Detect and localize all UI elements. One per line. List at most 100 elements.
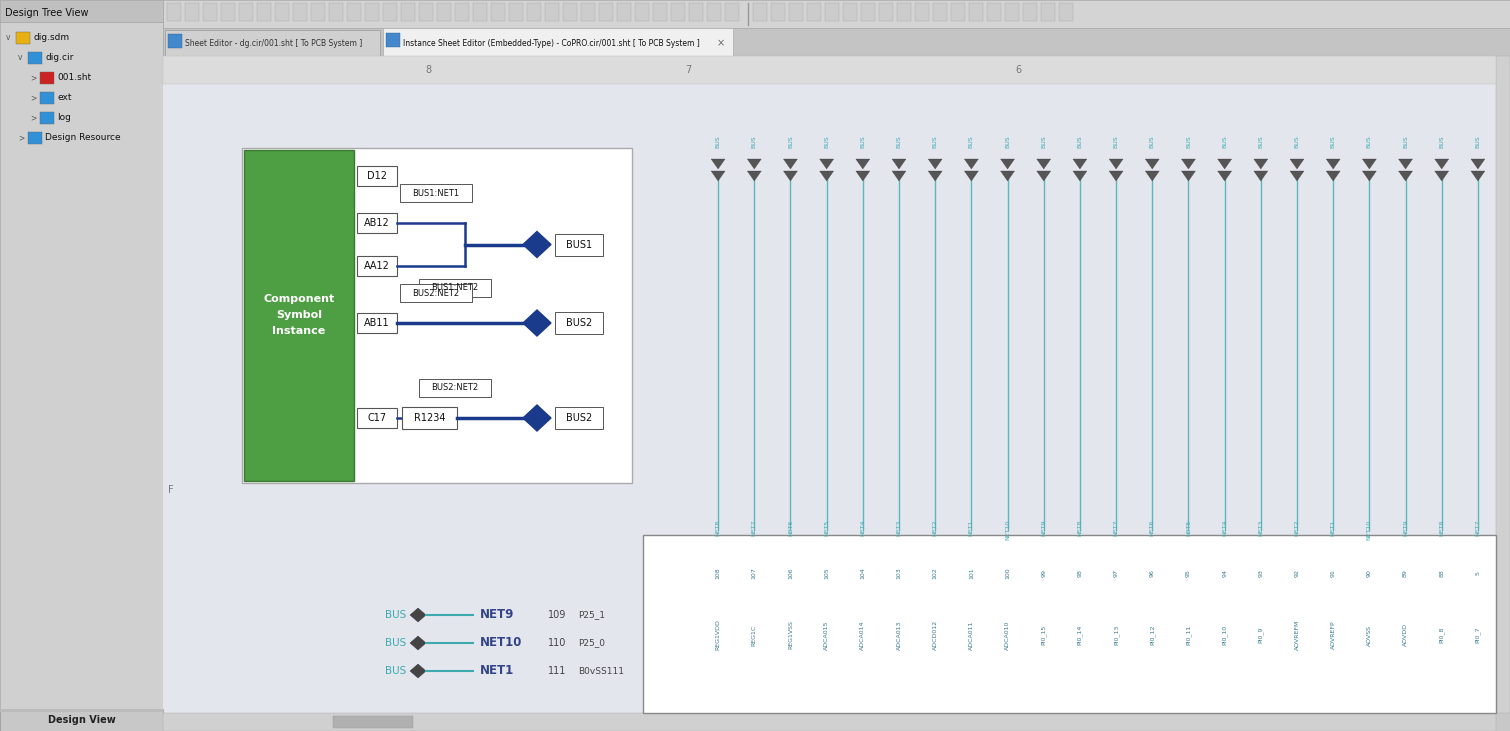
FancyBboxPatch shape [707,3,720,21]
FancyBboxPatch shape [527,3,541,21]
Text: BUS: BUS [385,610,406,620]
Text: 89: 89 [1403,569,1407,577]
Text: dig.sdm: dig.sdm [33,34,69,42]
Text: 94: 94 [1222,569,1228,577]
FancyBboxPatch shape [356,408,397,428]
Text: 7: 7 [686,65,692,75]
Polygon shape [1108,171,1123,181]
Text: >: > [30,113,36,123]
FancyBboxPatch shape [969,3,983,21]
FancyBboxPatch shape [824,3,840,21]
Text: Component: Component [263,295,335,305]
Polygon shape [1326,159,1341,169]
Text: BUS1: BUS1 [566,240,592,249]
Text: 100: 100 [1006,567,1010,579]
Text: 93: 93 [1258,569,1264,577]
FancyBboxPatch shape [356,313,397,333]
Polygon shape [1001,171,1015,181]
FancyBboxPatch shape [933,3,947,21]
Text: NET2: NET2 [1294,520,1300,537]
Polygon shape [1290,171,1305,181]
FancyBboxPatch shape [356,213,397,233]
FancyBboxPatch shape [725,3,738,21]
FancyBboxPatch shape [17,32,30,44]
Text: log: log [57,113,71,123]
Text: NET1: NET1 [1330,520,1336,537]
Text: REG1C: REG1C [752,624,757,645]
Polygon shape [522,405,551,431]
Polygon shape [1471,159,1484,169]
FancyBboxPatch shape [334,716,414,728]
Text: BUS: BUS [1439,136,1444,148]
Polygon shape [1037,159,1051,169]
FancyBboxPatch shape [643,535,1496,713]
Text: 8: 8 [424,65,430,75]
Text: NET1: NET1 [480,664,515,678]
FancyBboxPatch shape [311,3,325,21]
Text: NET10: NET10 [1367,520,1373,540]
Polygon shape [1253,159,1268,169]
Text: P25_0: P25_0 [578,638,606,648]
Text: 98: 98 [1078,569,1083,577]
Text: Design View: Design View [48,715,115,725]
FancyBboxPatch shape [556,407,602,429]
FancyBboxPatch shape [599,3,613,21]
FancyBboxPatch shape [652,3,667,21]
FancyBboxPatch shape [879,3,892,21]
Text: NET3: NET3 [897,520,901,537]
Text: BUS: BUS [385,666,406,676]
FancyBboxPatch shape [0,709,163,712]
Text: Instance Sheet Editor (Embedded-Type) - CoPRO.cir/001.sht [ To PCB System ]: Instance Sheet Editor (Embedded-Type) - … [403,39,699,48]
FancyBboxPatch shape [165,30,381,56]
FancyBboxPatch shape [39,112,54,124]
Text: NET8: NET8 [1439,520,1444,537]
Text: >: > [18,134,24,143]
FancyBboxPatch shape [418,3,433,21]
Polygon shape [1471,171,1484,181]
FancyBboxPatch shape [384,28,732,56]
FancyBboxPatch shape [168,34,183,48]
FancyBboxPatch shape [636,3,649,21]
FancyBboxPatch shape [418,279,491,297]
Text: D12: D12 [367,171,387,181]
Text: BUS2:NET2: BUS2:NET2 [432,384,479,393]
FancyBboxPatch shape [163,713,1496,731]
FancyBboxPatch shape [329,3,343,21]
Text: NET9: NET9 [1042,520,1046,537]
Polygon shape [1290,159,1305,169]
Polygon shape [1326,171,1341,181]
FancyBboxPatch shape [1496,56,1510,713]
Text: BUS: BUS [1403,136,1407,148]
Text: BUS: BUS [716,136,720,148]
FancyBboxPatch shape [220,3,236,21]
Text: NET5: NET5 [824,520,829,537]
Text: AOVREFP: AOVREFP [1330,621,1336,649]
Text: REG1VSS: REG1VSS [788,621,793,649]
Text: Sheet Editor - dg.cir/001.sht [ To PCB System ]: Sheet Editor - dg.cir/001.sht [ To PCB S… [186,39,362,48]
FancyBboxPatch shape [670,3,686,21]
Text: BUS: BUS [1294,136,1300,148]
Text: BUS1:NET1: BUS1:NET1 [412,189,459,197]
Text: REG1VDD: REG1VDD [716,620,720,651]
Polygon shape [965,159,978,169]
Text: NET4: NET4 [1222,520,1228,537]
FancyBboxPatch shape [163,56,1496,84]
Polygon shape [856,171,870,181]
Polygon shape [929,159,942,169]
Text: NET4: NET4 [861,520,865,537]
FancyBboxPatch shape [384,3,397,21]
Text: BUS: BUS [897,136,901,148]
Polygon shape [711,171,725,181]
Text: NET9: NET9 [480,608,515,621]
FancyBboxPatch shape [402,407,458,429]
Text: F: F [168,485,174,495]
Polygon shape [856,159,870,169]
FancyBboxPatch shape [418,379,491,397]
FancyBboxPatch shape [347,3,361,21]
Text: BUS: BUS [969,136,974,148]
Polygon shape [411,664,426,678]
Polygon shape [1108,159,1123,169]
Text: ext: ext [57,94,71,102]
Polygon shape [1253,171,1268,181]
Polygon shape [1037,171,1051,181]
